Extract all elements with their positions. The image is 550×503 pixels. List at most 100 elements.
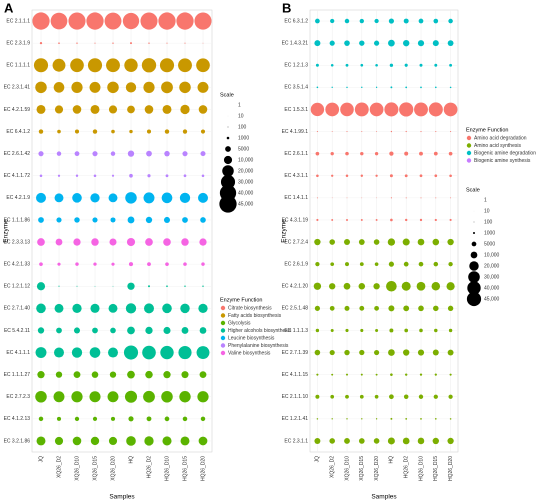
dot xyxy=(403,394,409,399)
y-tick-label: EC 6.4.1.2 xyxy=(6,129,30,135)
dot xyxy=(389,328,394,333)
dot xyxy=(93,262,97,266)
size-legend-label: 5000 xyxy=(484,241,495,247)
dot xyxy=(310,102,325,117)
dot xyxy=(375,219,378,221)
y-axis-title: Enzyme xyxy=(281,219,288,243)
dot xyxy=(417,238,425,246)
dot xyxy=(340,102,354,117)
dot xyxy=(199,238,207,246)
dot xyxy=(129,129,133,134)
dot xyxy=(53,82,65,93)
dot xyxy=(374,349,380,356)
dot xyxy=(374,394,379,399)
color-legend-label: Citrate biosynthesis xyxy=(228,305,272,311)
dot xyxy=(125,82,137,93)
dot xyxy=(375,373,378,376)
x-tick-label: HQ26_D15 xyxy=(433,456,439,481)
dot xyxy=(38,416,44,422)
dot xyxy=(420,197,422,199)
dot xyxy=(73,327,81,334)
dot xyxy=(163,326,171,334)
size-legend-label: 20,000 xyxy=(484,263,500,269)
x-tick-label: XQ26_D10 xyxy=(74,456,80,481)
dot xyxy=(183,174,187,178)
y-tick-label: EC 1.5.3.1 xyxy=(284,107,308,113)
dot xyxy=(358,438,365,444)
dot xyxy=(110,416,116,421)
dot xyxy=(200,151,206,157)
dot xyxy=(36,436,46,446)
dot xyxy=(143,192,155,204)
dot xyxy=(144,303,154,314)
dot xyxy=(374,305,379,311)
dot xyxy=(447,238,454,246)
dot xyxy=(448,328,453,333)
dot xyxy=(404,151,409,156)
size-legend-dot xyxy=(219,195,237,213)
dot xyxy=(360,63,364,67)
dot xyxy=(74,129,80,134)
dot xyxy=(182,151,188,157)
dot xyxy=(389,63,394,67)
dot xyxy=(39,262,43,266)
dot xyxy=(433,151,438,156)
dot xyxy=(314,305,320,311)
dot xyxy=(402,437,410,445)
color-legend-label: Valine biosynthesis xyxy=(228,350,271,356)
dot xyxy=(359,40,365,46)
dot xyxy=(316,197,318,199)
dot xyxy=(449,418,452,420)
y-tick-label: EC 1.1.1.86 xyxy=(4,217,31,223)
dot xyxy=(376,197,377,199)
size-legend-dot xyxy=(220,174,236,190)
dot xyxy=(358,282,366,290)
size-legend-label: 10 xyxy=(484,208,490,214)
dot xyxy=(432,238,440,246)
dot xyxy=(145,370,153,379)
dot xyxy=(432,437,439,445)
y-tick-label: EC 2.6.1.1 xyxy=(284,151,308,157)
dot xyxy=(202,285,204,287)
dot xyxy=(314,40,321,47)
dot xyxy=(91,238,99,246)
dot xyxy=(376,131,378,133)
dot xyxy=(343,282,351,290)
size-legend-label: 5000 xyxy=(238,146,249,152)
y-tick-label: EC 1.2.1.3 xyxy=(284,63,308,69)
dot xyxy=(112,285,114,287)
dot xyxy=(316,373,319,376)
dot xyxy=(316,218,319,222)
color-legend-dot xyxy=(466,158,472,163)
x-tick-label: XQ26_D2 xyxy=(56,456,62,478)
dot xyxy=(418,18,424,24)
dot xyxy=(162,436,172,446)
dot xyxy=(110,327,116,334)
dot xyxy=(329,438,336,444)
dot xyxy=(345,328,349,333)
dot xyxy=(53,391,65,403)
dot xyxy=(358,239,365,245)
y-tick-label: EC 2.7.1.40 xyxy=(4,306,31,312)
y-tick-label: EC 1.1.1.3 xyxy=(284,328,308,334)
dot xyxy=(37,371,45,379)
dot xyxy=(331,197,333,199)
color-legend-dot xyxy=(220,305,226,311)
dot xyxy=(369,102,384,117)
x-tick-label: HQ26_D2 xyxy=(146,456,152,478)
dot xyxy=(196,346,210,359)
size-legend-dot xyxy=(222,165,234,177)
dot xyxy=(178,345,192,360)
dot xyxy=(403,18,409,24)
y-tick-label: EC 1.2.1.41 xyxy=(282,416,309,422)
dot xyxy=(165,174,169,178)
x-axis-title: Samples xyxy=(371,494,397,501)
dot xyxy=(373,239,380,245)
dot xyxy=(316,130,318,133)
color-legend-label: Leucine biosynthesis xyxy=(228,335,275,341)
size-legend-dot xyxy=(226,136,230,140)
dot xyxy=(375,63,378,67)
panel-label: A xyxy=(4,0,14,15)
size-legend-dot xyxy=(223,155,233,165)
dot xyxy=(180,104,190,115)
